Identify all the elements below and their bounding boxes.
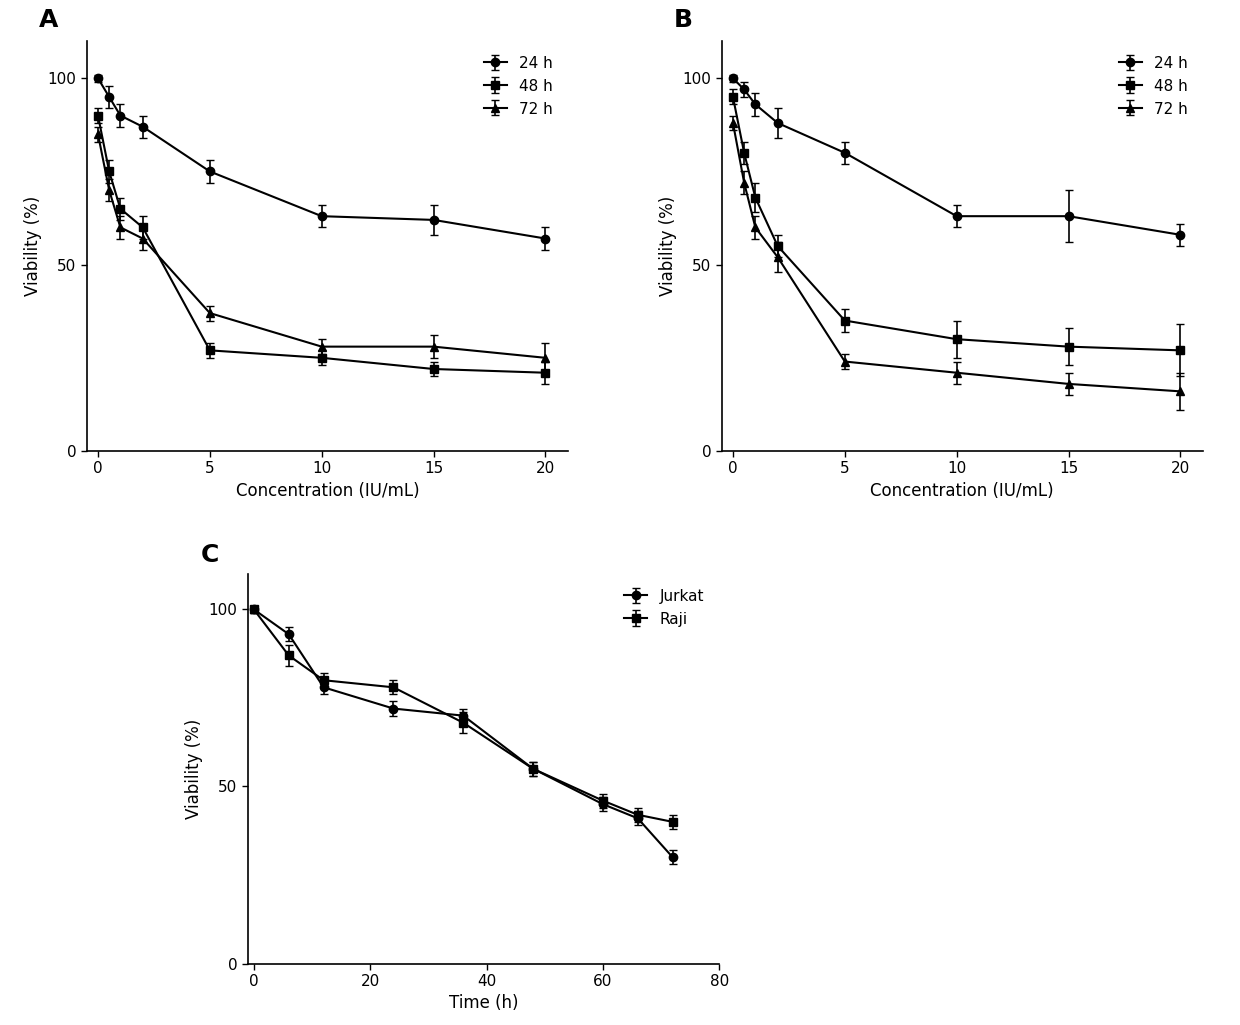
Y-axis label: Viability (%): Viability (%) [24, 196, 42, 296]
X-axis label: Concentration (IU/mL): Concentration (IU/mL) [870, 482, 1054, 500]
Y-axis label: Viability (%): Viability (%) [185, 719, 203, 819]
Text: B: B [673, 8, 693, 32]
Text: C: C [201, 543, 219, 567]
Legend: 24 h, 48 h, 72 h: 24 h, 48 h, 72 h [476, 48, 560, 124]
X-axis label: Concentration (IU/mL): Concentration (IU/mL) [236, 482, 419, 500]
Legend: Jurkat, Raji: Jurkat, Raji [616, 581, 712, 634]
Text: A: A [38, 8, 58, 32]
Y-axis label: Viability (%): Viability (%) [658, 196, 677, 296]
X-axis label: Time (h): Time (h) [449, 994, 518, 1013]
Legend: 24 h, 48 h, 72 h: 24 h, 48 h, 72 h [1111, 48, 1195, 124]
